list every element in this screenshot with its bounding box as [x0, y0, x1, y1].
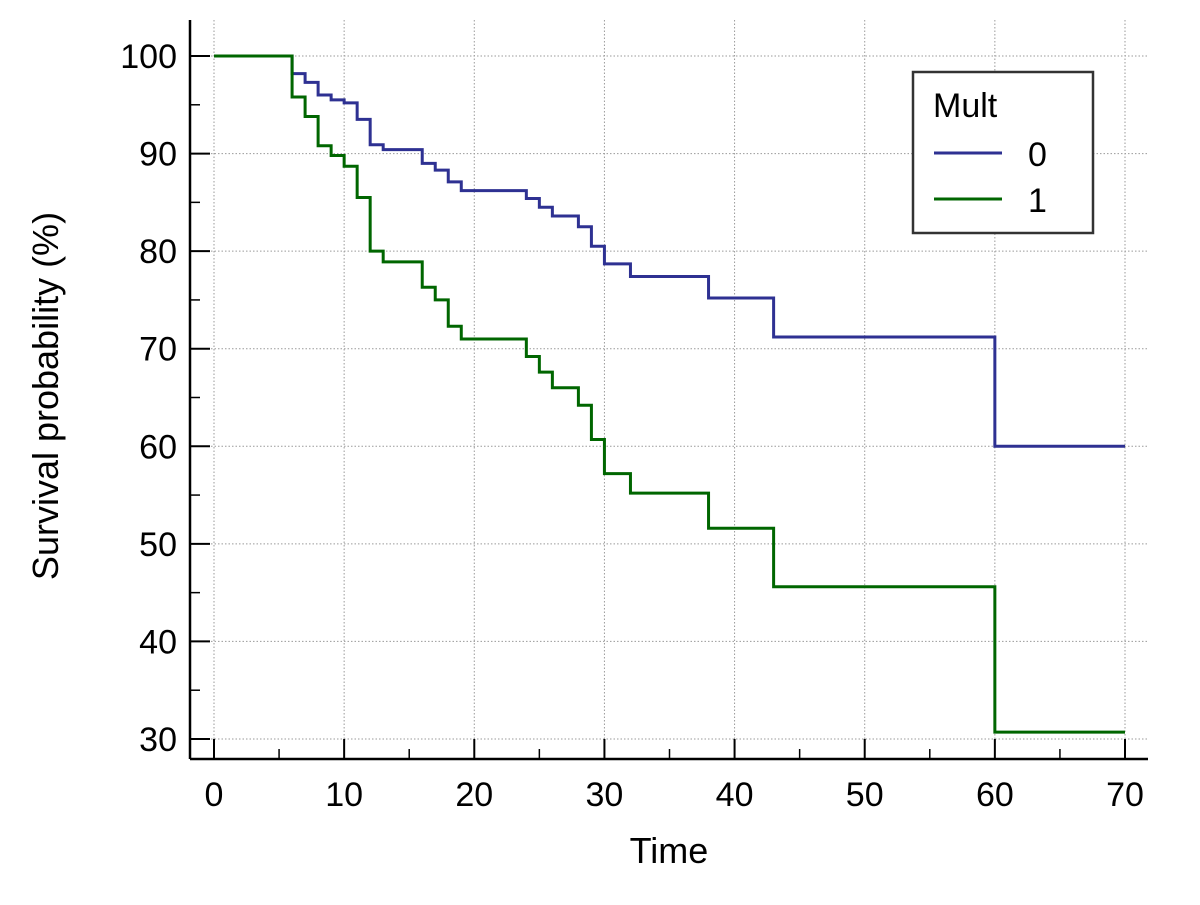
x-tick-label: 30: [586, 776, 624, 814]
legend-title: Mult: [933, 87, 998, 125]
series-lines: [214, 54, 1125, 734]
y-tick-label: 70: [139, 331, 177, 369]
x-axis-label: Time: [630, 830, 709, 871]
y-tick-label: 30: [139, 721, 177, 759]
x-tick-label: 70: [1106, 776, 1144, 814]
x-tick-label: 10: [325, 776, 363, 814]
y-tick-label: 60: [139, 428, 177, 466]
y-tick-label: 100: [120, 38, 177, 76]
legend-label-series-1: 1: [1028, 182, 1047, 220]
legend: Mult 0 1: [911, 70, 1095, 235]
x-tick-label: 50: [846, 776, 884, 814]
y-tick-label: 80: [139, 233, 177, 271]
y-tick-label: 50: [139, 526, 177, 564]
x-tick-label: 20: [455, 776, 493, 814]
legend-label-series-0: 0: [1028, 136, 1047, 174]
x-tick-label: 0: [205, 776, 224, 814]
y-tick-label: 90: [139, 136, 177, 174]
series-line-1: [214, 54, 1125, 734]
series-line-0: [214, 54, 1125, 448]
x-tick-label: 40: [716, 776, 754, 814]
y-axis-label: Survival probability (%): [25, 212, 66, 580]
y-tick-label: 40: [139, 623, 177, 661]
x-tick-label: 60: [976, 776, 1014, 814]
